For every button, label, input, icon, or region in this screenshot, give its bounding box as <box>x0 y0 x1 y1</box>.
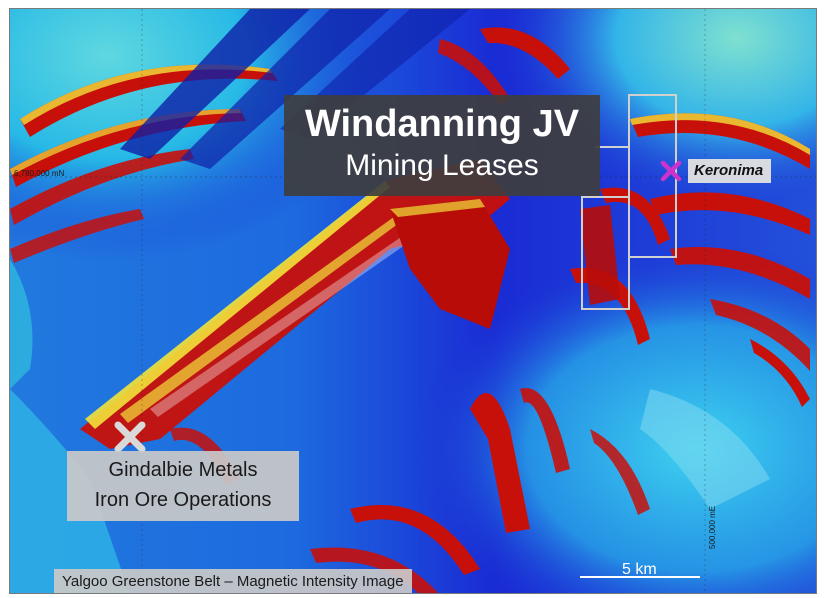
easting-grid-label: 500,000 mE <box>708 505 717 549</box>
scale-bar-label: 5 km <box>622 561 657 578</box>
lease-outline-south <box>581 196 630 310</box>
gindalbie-label-box: Gindalbie Metals Iron Ore Operations <box>67 451 299 521</box>
map-title-box: Windanning JV Mining Leases <box>284 95 600 196</box>
keronima-x-marker-icon <box>660 160 682 182</box>
gindalbie-label-line1: Gindalbie Metals <box>108 459 258 481</box>
map-frame: 6,780,000 mN 500,000 mE Windanning JV Mi… <box>9 8 817 594</box>
map-caption: Yalgoo Greenstone Belt – Magnetic Intens… <box>54 569 412 593</box>
northing-grid-label: 6,780,000 mN <box>14 169 65 178</box>
keronima-label: Keronima <box>688 159 772 183</box>
gindalbie-label-line2: Iron Ore Operations <box>94 489 272 511</box>
gindalbie-x-marker-icon <box>114 421 146 453</box>
map-title: Windanning JV <box>304 103 580 145</box>
map-subtitle: Mining Leases <box>345 149 539 182</box>
